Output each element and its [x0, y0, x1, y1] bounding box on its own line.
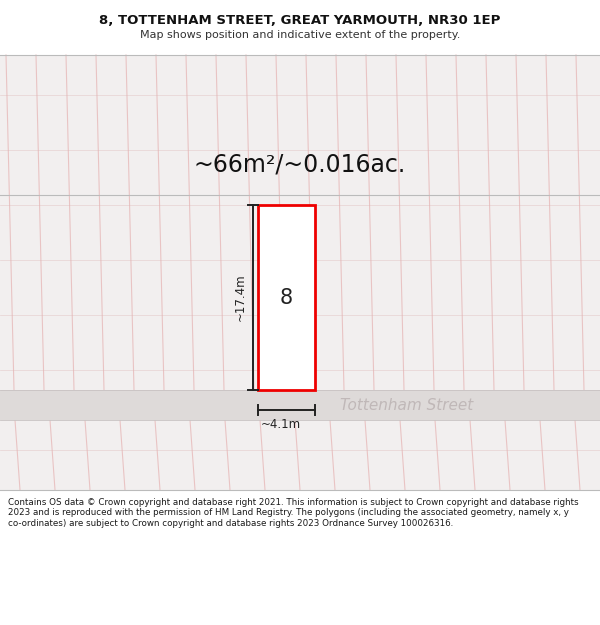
Bar — [0, 55, 600, 490]
Text: 8: 8 — [280, 288, 293, 308]
Text: Map shows position and indicative extent of the property.: Map shows position and indicative extent… — [140, 30, 460, 40]
Text: Contains OS data © Crown copyright and database right 2021. This information is : Contains OS data © Crown copyright and d… — [8, 498, 578, 528]
Text: 8, TOTTENHAM STREET, GREAT YARMOUTH, NR30 1EP: 8, TOTTENHAM STREET, GREAT YARMOUTH, NR3… — [100, 14, 500, 27]
Bar — [258, 205, 315, 390]
Text: ~66m²/~0.016ac.: ~66m²/~0.016ac. — [194, 153, 406, 177]
Bar — [0, 0, 600, 55]
Text: ~17.4m: ~17.4m — [234, 274, 247, 321]
Text: ~4.1m: ~4.1m — [261, 418, 301, 431]
Bar — [259, 206, 314, 389]
Bar — [0, 390, 600, 420]
Bar — [0, 490, 600, 625]
Text: Tottenham Street: Tottenham Street — [340, 398, 473, 412]
